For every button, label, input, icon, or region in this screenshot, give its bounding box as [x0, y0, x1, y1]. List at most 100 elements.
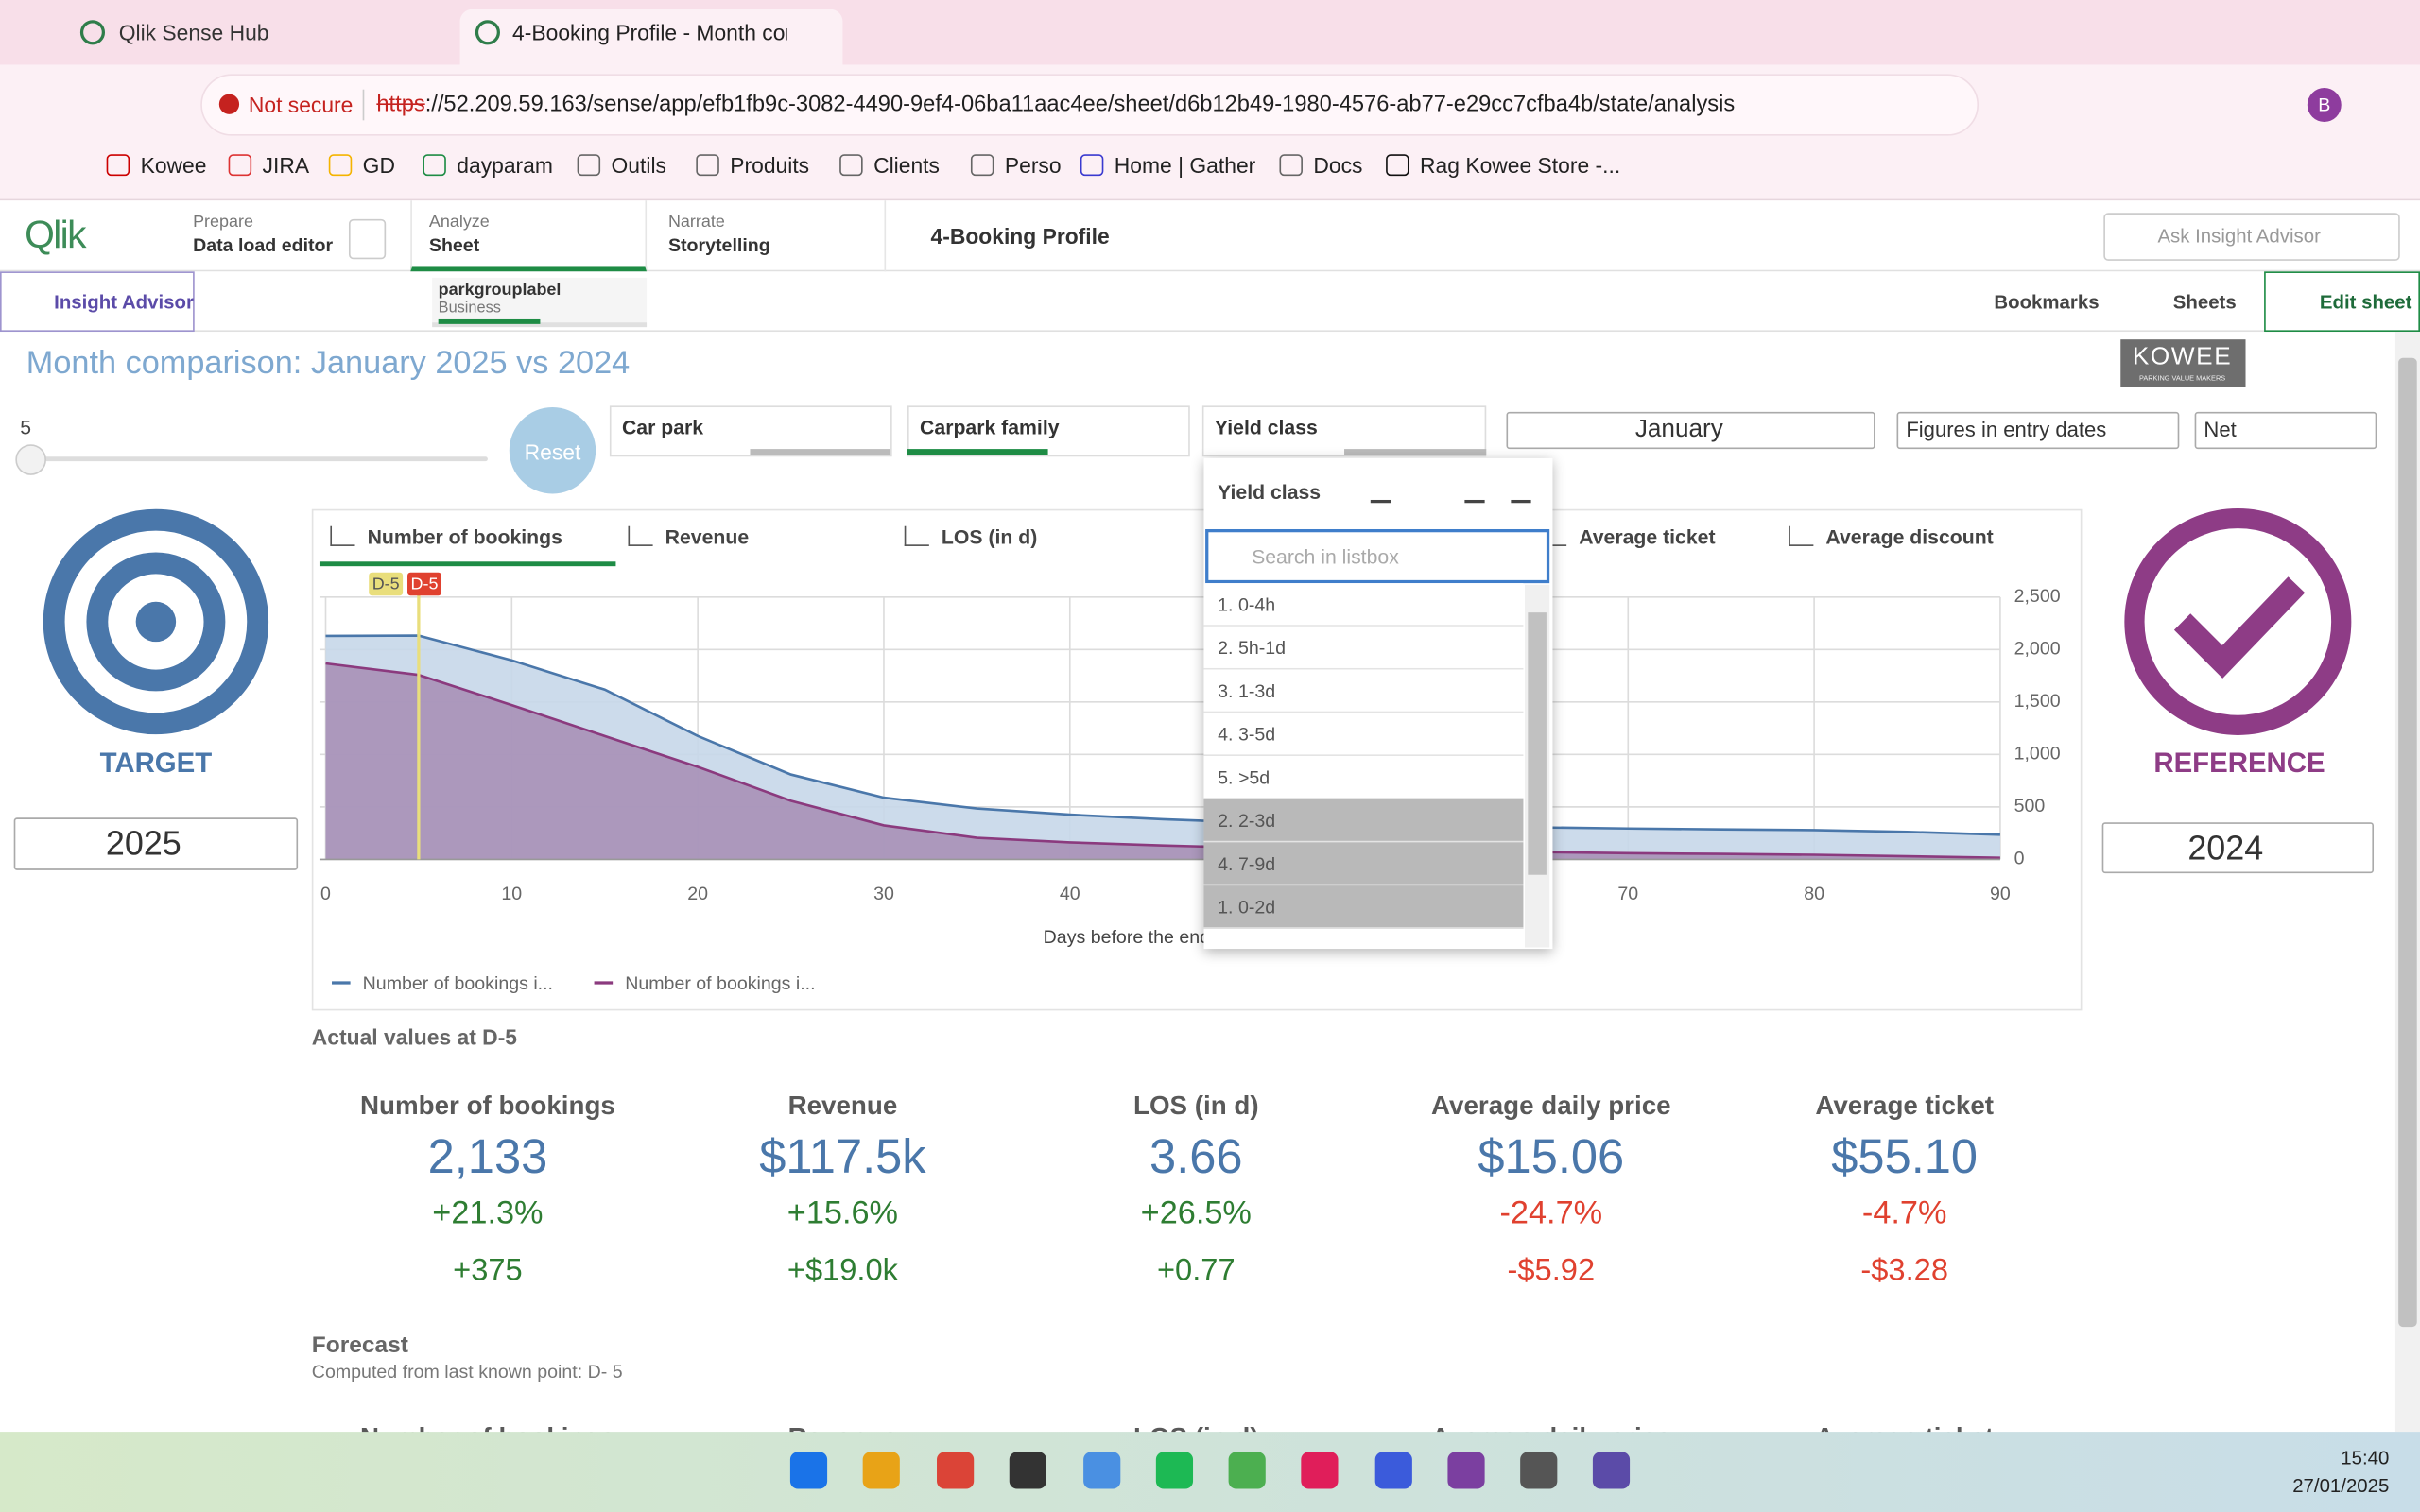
nav-value[interactable]: Sheet [428, 234, 480, 257]
taskbar-app[interactable] [1301, 1452, 1339, 1489]
selection-field[interactable]: parkgrouplabel [438, 281, 562, 300]
profile-initial[interactable]: B [2318, 94, 2331, 116]
taskbar-app[interactable] [1374, 1452, 1412, 1489]
taskbar-app[interactable] [1009, 1452, 1046, 1489]
edit-sheet-button[interactable]: Edit sheet [2319, 291, 2412, 314]
chart-tab[interactable]: LOS (in d) [941, 524, 1038, 549]
taskbar-app[interactable] [1228, 1452, 1266, 1489]
filter-label[interactable]: Car park [621, 415, 704, 439]
listbox-row[interactable]: 2. 5h-1d [1203, 626, 1524, 670]
nav-value[interactable]: Storytelling [667, 234, 770, 257]
url[interactable]: https://52.209.59.163/sense/app/efb1fb9c… [376, 93, 1735, 117]
listbox-item[interactable]: 1. 0-2d [1218, 896, 1276, 919]
nav-value[interactable]: Data load editor [193, 234, 334, 257]
listbox-item[interactable]: 4. 3-5d [1218, 723, 1276, 746]
taskbar-app[interactable] [937, 1452, 975, 1489]
taskbar-app[interactable] [862, 1452, 900, 1489]
app-title[interactable]: 4-Booking Profile [930, 223, 1110, 249]
taskbar-app[interactable] [1592, 1452, 1631, 1489]
listbox-row[interactable]: 1. 0-4h [1203, 583, 1524, 627]
scroll-thumb[interactable] [2398, 357, 2417, 1328]
bookmarks-button[interactable]: Bookmarks [1994, 291, 2100, 314]
listbox-row[interactable]: 5. >5d [1203, 755, 1524, 799]
year-dropdown[interactable] [13, 817, 299, 870]
listbox-search-placeholder[interactable]: Search in listbox [1252, 545, 1399, 569]
listbox-item[interactable]: 2. 2-3d [1218, 810, 1276, 832]
address-bar[interactable] [200, 74, 1979, 136]
marker-label: D-5 [372, 575, 400, 593]
filter-label[interactable]: Carpark family [920, 415, 1060, 439]
bookmark[interactable]: GD [362, 152, 395, 178]
search-box[interactable] [2103, 213, 2400, 261]
bookmark[interactable]: Outils [611, 152, 666, 178]
not-secure-icon [218, 94, 240, 114]
bookmark[interactable]: Perso [1004, 152, 1062, 178]
listbox-row[interactable]: 3. 1-3d [1203, 669, 1524, 713]
listbox-item[interactable]: 1. 0-4h [1218, 593, 1276, 616]
listbox-scroll-thumb [1528, 612, 1547, 875]
bookmark[interactable]: Clients [873, 152, 940, 178]
listbox-row[interactable]: 1. 0-2d [1203, 885, 1524, 929]
edit-button[interactable] [2264, 271, 2420, 333]
bookmark[interactable]: Kowee [140, 152, 207, 178]
target-year[interactable]: 2025 [105, 823, 182, 863]
listbox-action[interactable] [1464, 483, 1485, 504]
listbox-item[interactable]: 3. 1-3d [1218, 680, 1276, 702]
bookmark[interactable]: Docs [1313, 152, 1363, 178]
listbox-row[interactable]: 4. 3-5d [1203, 713, 1524, 756]
filter-pane[interactable] [609, 405, 892, 457]
analyze-tab[interactable] [410, 200, 648, 272]
chart-tab[interactable]: Number of bookings [367, 524, 562, 549]
chart-tab[interactable]: Average ticket [1579, 524, 1716, 549]
listbox-row[interactable]: 2. 2-3d [1203, 799, 1524, 843]
chart-tab[interactable]: Average discount [1825, 524, 1994, 549]
filter-pane[interactable] [1201, 405, 1487, 457]
nav-label[interactable]: Prepare [193, 213, 253, 232]
listbox-search[interactable] [1205, 529, 1550, 584]
taskbar-app[interactable] [789, 1452, 828, 1489]
listbox-item[interactable]: 2. 5h-1d [1218, 637, 1287, 660]
listbox-item[interactable]: 4. 7-9d [1218, 852, 1276, 875]
tab-title[interactable]: Qlik Sense Hub [118, 20, 269, 45]
nav-dropdown[interactable] [348, 218, 387, 260]
divider [362, 89, 365, 121]
active-tab[interactable] [459, 9, 843, 65]
taskbar-app[interactable] [1520, 1452, 1558, 1489]
tab-title[interactable]: 4-Booking Profile - Month comp [512, 20, 787, 45]
dropdown[interactable]: Figures in entry dates [1896, 411, 2180, 450]
selection-bar [0, 271, 2420, 333]
slider-handle[interactable] [15, 444, 46, 475]
sheets-button[interactable]: Sheets [2172, 291, 2237, 314]
bookmark[interactable]: JIRA [262, 152, 310, 178]
chart-tab[interactable]: Revenue [665, 524, 750, 549]
insight-button[interactable] [0, 271, 195, 333]
selection-value[interactable]: Business [438, 300, 501, 318]
listbox-action[interactable] [1370, 483, 1392, 504]
listbox-action[interactable] [1511, 483, 1531, 504]
slider-track[interactable] [27, 456, 488, 462]
bookmark[interactable]: Produits [730, 152, 810, 178]
dropdown[interactable]: January [1506, 411, 1876, 450]
dropdown[interactable]: Net [2194, 411, 2377, 450]
bookmark[interactable]: Rag Kowee Store -... [1420, 152, 1621, 178]
reset-label[interactable]: Reset [524, 439, 581, 465]
year-dropdown[interactable] [2101, 822, 2375, 874]
reset-button[interactable] [509, 407, 596, 494]
listbox-row[interactable]: 4. 7-9d [1203, 842, 1524, 886]
kpi-title: Revenue [787, 1091, 898, 1121]
nav-label[interactable]: Narrate [667, 213, 725, 232]
search-placeholder[interactable]: Ask Insight Advisor [2157, 225, 2321, 248]
taskbar-app[interactable] [1155, 1452, 1194, 1489]
insight-advisor[interactable]: Insight Advisor [54, 291, 194, 314]
taskbar-app[interactable] [1083, 1452, 1121, 1489]
reference-year[interactable]: 2024 [2187, 828, 2264, 868]
kpi-delta: -$5.92 [1507, 1253, 1596, 1288]
bookmark[interactable]: Home | Gather [1114, 152, 1256, 178]
filter-pane[interactable] [907, 405, 1190, 457]
filter-label[interactable]: Yield class [1214, 415, 1318, 439]
selection-chip[interactable] [432, 277, 648, 328]
taskbar-app[interactable] [1447, 1452, 1485, 1489]
listbox-item[interactable]: 5. >5d [1218, 766, 1270, 789]
nav-label[interactable]: Analyze [428, 213, 490, 232]
bookmark[interactable]: dayparam [457, 152, 553, 178]
